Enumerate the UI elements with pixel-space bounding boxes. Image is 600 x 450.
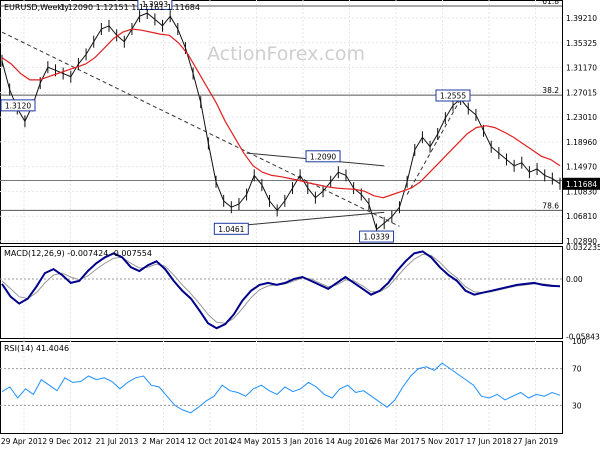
- rsi-y-tick-label: 100: [572, 337, 587, 346]
- x-tick-label: 24 May 2015: [232, 437, 281, 446]
- price-y-tick-label: 1.35325: [566, 39, 597, 48]
- rsi-panel-frame: [0, 341, 563, 434]
- rsi-series: [1, 362, 561, 414]
- x-tick-label: 14 Aug 2016: [325, 437, 373, 446]
- rsi-line: [1, 362, 561, 414]
- macd-y-tick-label: -0.058434: [566, 332, 600, 341]
- price-level-callout-box: [359, 230, 395, 243]
- x-tick-label: 3 Jan 2016: [283, 437, 323, 446]
- price-level-callout: 1.2090: [310, 152, 336, 161]
- macd-panel-frame: [0, 246, 563, 339]
- x-tick-label: 9 Dec 2012: [49, 437, 92, 446]
- price-level-callout: 1.3993: [142, 0, 168, 9]
- current-price-tag: [563, 177, 600, 190]
- fib-level-label: 61.8: [542, 0, 559, 6]
- panel-frames: [0, 0, 563, 434]
- macd-y-tick-label: 0.00: [566, 275, 583, 284]
- price-level-callout-box: [305, 150, 341, 163]
- price-close-line: [1, 12, 561, 231]
- x-tick-label: 17 Jun 2018: [466, 437, 511, 446]
- fib-level-label: 38.2: [542, 86, 559, 95]
- x-tick-label: 27 Jan 2019: [513, 437, 558, 446]
- trend-line: [231, 211, 385, 227]
- x-tick-label: 21 Jul 2013: [96, 437, 139, 446]
- price-series: [1, 7, 561, 236]
- price-level-callout-box: [0, 99, 36, 112]
- x-tick-label: 12 Oct 2014: [187, 437, 234, 446]
- price-level-callout: 1.2555: [440, 91, 466, 100]
- rsi-panel-title: RSI(14) 41.4046: [4, 344, 69, 353]
- ohlc-readout: 1.12090 1.12151 1.11161 1.11684: [60, 3, 200, 12]
- price-level-callout: 1.0461: [218, 225, 244, 234]
- rsi-y-tick-label: 30: [572, 401, 582, 410]
- price-y-tick-label: 1.18960: [566, 138, 597, 147]
- price-y-tick-label: 1.39210: [566, 14, 597, 23]
- price-level-callout-box: [435, 89, 471, 102]
- macd-line: [1, 250, 561, 330]
- rsi-y-tick-label: 70: [572, 365, 582, 374]
- price-y-tick-label: 1.31170: [566, 64, 597, 73]
- price-y-tick-label: 1.02890: [566, 237, 597, 246]
- price-panel-frame: [0, 0, 563, 244]
- price-panel-title: EURUSD,Weekly: [4, 3, 69, 12]
- macd-panel-title: MACD(12,26,9) -0.007424 -0.007554: [4, 249, 152, 258]
- x-tick-label: 26 Mar 2017: [372, 437, 420, 446]
- price-y-tick-label: 1.14970: [566, 163, 597, 172]
- price-y-tick-label: 1.06810: [566, 212, 597, 221]
- axis-labels: 29 Apr 2012 9 Dec 2012 21 Jul 2013 2 Mar 20…: [1, 14, 600, 446]
- price-y-tick-label: 1.27015: [566, 88, 597, 97]
- x-tick-label: 2 Mar 2014: [142, 437, 185, 446]
- price-labels: 1.3993 1.2555 1.2090 1.0461 1.0339 1.3120 1.11…: [0, 0, 600, 243]
- trend-line: [1, 31, 400, 227]
- macd-y-tick-label: 0.032235: [566, 243, 600, 252]
- trend-line: [406, 98, 462, 195]
- price-level-callout: 1.0339: [363, 233, 389, 242]
- price-level-callout: 1.3120: [5, 101, 31, 110]
- price-y-tick-label: 1.23010: [566, 113, 597, 122]
- price-level-callout-box: [213, 222, 249, 235]
- price-level-callout-box: [137, 0, 173, 10]
- x-tick-label: 29 Apr 2012: [1, 437, 48, 446]
- watermark: ActionForex.com: [207, 43, 365, 65]
- price-y-tick-label: 1.10830: [566, 187, 597, 196]
- fib-level-label: 78.6: [542, 201, 559, 210]
- current-price-label: 1.11684: [566, 180, 597, 189]
- x-tick-label: 5 Nov 2017: [421, 437, 464, 446]
- moving-average-line: [1, 28, 561, 199]
- macd-series: [1, 250, 561, 330]
